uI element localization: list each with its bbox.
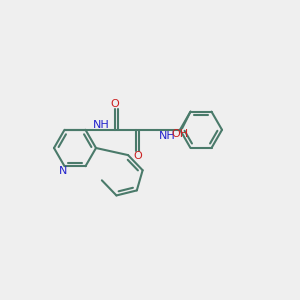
Text: NH: NH [93,120,110,130]
Text: O: O [134,151,142,161]
Text: N: N [59,166,68,176]
Text: NH: NH [159,131,176,141]
Text: OH: OH [172,129,189,140]
Text: O: O [110,99,119,109]
